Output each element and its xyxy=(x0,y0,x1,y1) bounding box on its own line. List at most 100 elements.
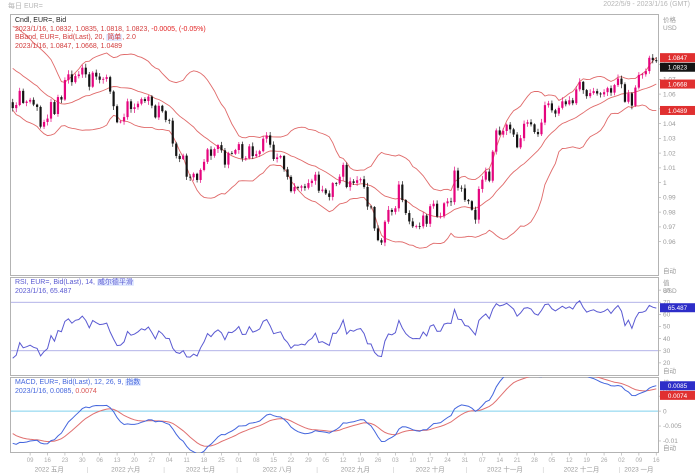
svg-text:17: 17 xyxy=(427,458,434,464)
svg-text:|: | xyxy=(316,467,318,474)
svg-text:1.0823: 1.0823 xyxy=(668,65,688,72)
svg-text:19: 19 xyxy=(583,458,590,464)
svg-text:0.98: 0.98 xyxy=(663,209,676,216)
price-axis-title: 价格 xyxy=(663,15,677,24)
date-range-label: 2022/5/9 - 2023/1/16 (GMT) xyxy=(603,1,690,8)
svg-text:27: 27 xyxy=(149,458,156,464)
svg-text:29: 29 xyxy=(305,458,312,464)
svg-text:2022 六月: 2022 六月 xyxy=(111,465,140,474)
price-panel[interactable]: 价格 USD 自动 1.081.071.061.051.041.031.021.… xyxy=(0,14,696,276)
svg-text:70: 70 xyxy=(663,299,671,306)
svg-text:12: 12 xyxy=(566,458,573,464)
svg-text:2022 九月: 2022 九月 xyxy=(341,465,370,474)
svg-text:10: 10 xyxy=(409,458,416,464)
svg-text:28: 28 xyxy=(531,458,538,464)
svg-text:19: 19 xyxy=(357,458,364,464)
svg-text:26: 26 xyxy=(375,458,382,464)
macd-values-line: 2023/1/16, 0.0085, 0.0074 xyxy=(15,387,97,395)
svg-text:40: 40 xyxy=(663,336,671,343)
svg-text:15: 15 xyxy=(270,458,277,464)
svg-text:30: 30 xyxy=(663,348,671,355)
svg-text:1.0668: 1.0668 xyxy=(668,81,688,88)
svg-text:2022 十月: 2022 十月 xyxy=(416,465,445,474)
svg-text:1.04: 1.04 xyxy=(663,121,676,128)
price-axis-auto-label[interactable]: 自动 xyxy=(663,266,677,275)
svg-text:|: | xyxy=(393,467,395,474)
bband-values-line: 2023/1/16, 1.0847, 1.0668, 1.0489 xyxy=(15,42,123,50)
svg-text:1.0489: 1.0489 xyxy=(668,108,688,115)
time-axis[interactable]: 09 16 23 30 06 13 20 27 04 11 18 25 01 08 15 22 29 05 12 19… xyxy=(0,453,696,474)
rsi-panel[interactable]: 值 USD 自动 80 70 60 50 40 30 20 65.487 xyxy=(0,277,696,376)
svg-text:80: 80 xyxy=(663,287,671,294)
svg-text:0: 0 xyxy=(663,408,667,415)
svg-text:-0.005: -0.005 xyxy=(663,423,682,430)
rsi-value-line: 2023/1/16, 65.487 xyxy=(15,287,72,295)
svg-text:-0.01: -0.01 xyxy=(663,438,678,445)
svg-text:04: 04 xyxy=(166,458,173,464)
svg-text:23: 23 xyxy=(62,458,69,464)
svg-text:|: | xyxy=(236,467,238,474)
svg-text:14: 14 xyxy=(496,458,503,464)
svg-text:06: 06 xyxy=(96,458,103,464)
rsi-legend: RSI, EUR=, Bid(Last), 14, 威尔德平滑 2023/1/1… xyxy=(15,279,134,296)
svg-text:2023 一月: 2023 一月 xyxy=(624,466,653,474)
svg-text:|: | xyxy=(542,467,544,474)
price-legend: Cndl, EUR=, Bid 2023/1/16, 1.0832, 1.083… xyxy=(15,17,206,51)
svg-text:05: 05 xyxy=(322,458,329,464)
svg-text:25: 25 xyxy=(218,458,225,464)
price-panel-border xyxy=(10,14,659,276)
svg-text:65.487: 65.487 xyxy=(668,305,688,312)
macd-axis-auto-label[interactable]: 自动 xyxy=(663,443,677,452)
macd-series-label: MACD, EUR=, Bid(Last), 12, 26, 9, 指数 xyxy=(15,379,142,386)
macd-panel-border xyxy=(10,377,659,453)
svg-text:26: 26 xyxy=(601,458,608,464)
rsi-series-label: RSI, EUR=, Bid(Last), 14, 威尔德平滑 xyxy=(15,279,134,286)
svg-text:20: 20 xyxy=(663,360,671,367)
svg-text:31: 31 xyxy=(462,458,469,464)
svg-text:16: 16 xyxy=(653,458,660,464)
svg-text:18: 18 xyxy=(201,458,208,464)
svg-text:|: | xyxy=(163,467,165,474)
svg-text:2022 十二月: 2022 十二月 xyxy=(564,465,600,474)
chart-context-label: 每日 EUR= xyxy=(8,3,43,10)
svg-text:02: 02 xyxy=(618,458,625,464)
svg-text:2022 七月: 2022 七月 xyxy=(186,465,215,474)
bband-series-label: BBand, EUR=, Bid(Last), 20, 简单, 2.0 xyxy=(15,34,136,42)
svg-text:2022 五月: 2022 五月 xyxy=(35,466,64,474)
svg-text:1: 1 xyxy=(663,180,667,187)
svg-text:1.02: 1.02 xyxy=(663,150,676,157)
svg-text:0.0074: 0.0074 xyxy=(668,393,688,400)
svg-text:07: 07 xyxy=(479,458,486,464)
svg-text:08: 08 xyxy=(253,458,260,464)
svg-text:11: 11 xyxy=(184,458,191,464)
svg-text:09: 09 xyxy=(636,458,643,464)
rsi-axis-title: 值 xyxy=(663,278,670,287)
svg-text:|: | xyxy=(619,467,621,474)
svg-text:1.03: 1.03 xyxy=(663,136,676,143)
svg-text:2022 八月: 2022 八月 xyxy=(262,466,291,474)
svg-text:13: 13 xyxy=(114,458,121,464)
price-axis-unit: USD xyxy=(663,25,677,32)
rsi-axis-unit: USD xyxy=(663,288,677,295)
svg-text:01: 01 xyxy=(235,458,242,464)
svg-text:21: 21 xyxy=(514,458,521,464)
rsi-axis-auto-label[interactable]: 自动 xyxy=(663,366,677,375)
svg-text:16: 16 xyxy=(44,458,51,464)
svg-text:03: 03 xyxy=(392,458,399,464)
svg-text:50: 50 xyxy=(663,324,671,331)
svg-text:|: | xyxy=(87,467,89,474)
svg-text:1.01: 1.01 xyxy=(663,165,676,172)
svg-text:1.0847: 1.0847 xyxy=(668,55,688,62)
svg-text:1.06: 1.06 xyxy=(663,91,676,98)
svg-text:0.0085: 0.0085 xyxy=(668,383,688,390)
svg-text:2022 十一月: 2022 十一月 xyxy=(487,465,523,474)
svg-text:0.97: 0.97 xyxy=(663,224,676,231)
ohlc-values-line: 2023/1/16, 1.0832, 1.0835, 1.0818, 1.082… xyxy=(15,25,206,33)
svg-text:60: 60 xyxy=(663,312,671,319)
macd-legend: MACD, EUR=, Bid(Last), 12, 26, 9, 指数 202… xyxy=(15,379,142,396)
svg-text:0.96: 0.96 xyxy=(663,239,676,246)
svg-text:0.99: 0.99 xyxy=(663,195,676,202)
svg-text:05: 05 xyxy=(549,458,556,464)
